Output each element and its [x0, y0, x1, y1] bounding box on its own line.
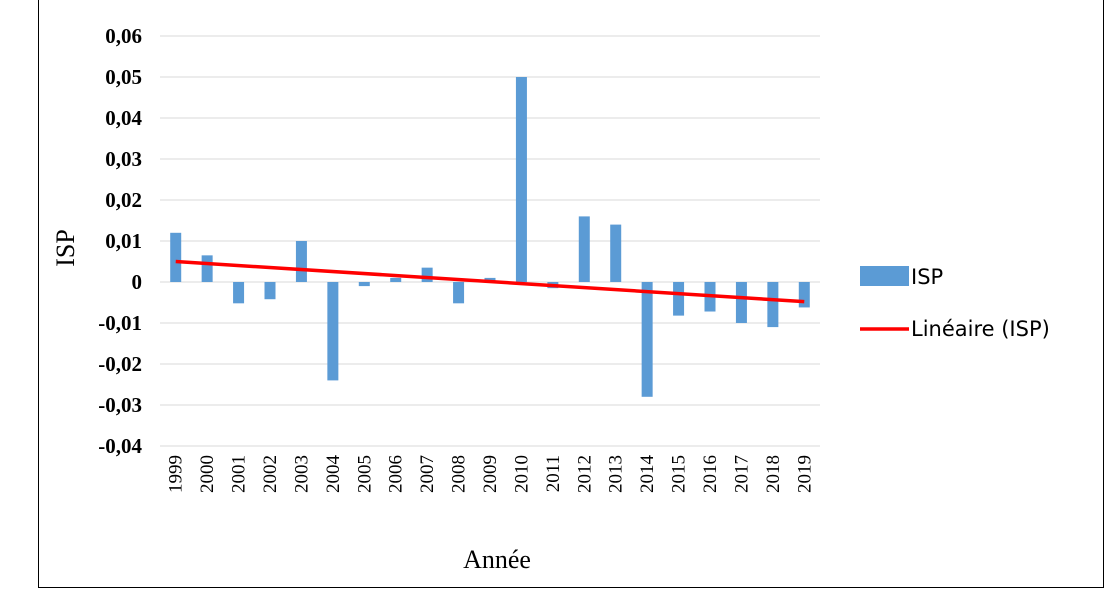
y-tick-label: 0,02: [105, 188, 142, 212]
x-tick-label: 2012: [574, 455, 595, 493]
y-tick-label: 0,04: [105, 106, 142, 130]
y-tick-label: -0,02: [98, 352, 142, 376]
y-tick-label: 0,05: [105, 65, 142, 89]
bar-2001: [233, 282, 245, 304]
y-tick-label: -0,04: [98, 434, 142, 458]
x-tick-label: 2011: [543, 455, 564, 492]
x-tick-label: 2010: [511, 455, 532, 493]
x-axis-title: Année: [463, 545, 531, 574]
bar-2005: [358, 282, 370, 287]
bar-2015: [673, 282, 685, 316]
legend-label-trend: Linéaire (ISP): [911, 317, 1050, 341]
y-tick-label: 0,01: [105, 229, 142, 253]
bar-2013: [610, 224, 622, 282]
bar-2002: [264, 282, 276, 300]
x-tick-label: 2006: [386, 455, 407, 493]
legend-label-isp: ISP: [911, 265, 943, 289]
x-tick-label: 2005: [354, 455, 375, 493]
bar-2017: [735, 282, 747, 323]
x-tick-label: 2019: [794, 455, 815, 493]
x-tick-label: 2017: [731, 455, 752, 493]
bar-2008: [453, 282, 465, 304]
y-tick-label: -0,01: [98, 311, 142, 335]
x-tick-label: 2004: [323, 455, 344, 494]
trendline-group: [175, 259, 805, 304]
legend-swatch-isp: [860, 266, 909, 286]
bar-1999: [170, 232, 182, 282]
x-tick-label: 2009: [480, 455, 501, 493]
bar-2006: [390, 277, 402, 282]
y-tick-label: 0,03: [105, 147, 142, 171]
y-tick-label: -0,03: [98, 393, 142, 417]
x-tick-label: 2013: [606, 455, 627, 493]
bar-2014: [641, 282, 653, 397]
x-tick-label: 2018: [763, 455, 784, 493]
x-tick-label: 2007: [417, 455, 438, 493]
legend: ISP Linéaire (ISP): [860, 265, 1050, 341]
bar-2010: [515, 77, 527, 282]
y-axis-title: ISP: [51, 229, 80, 267]
chart-frame: [38, 0, 1104, 588]
x-tick-label: 2002: [260, 455, 281, 493]
bar-2000: [201, 255, 213, 282]
bar-2012: [578, 216, 590, 282]
x-tick-label: 2008: [449, 455, 470, 493]
x-tick-label: 2001: [229, 455, 250, 493]
bar-2007: [421, 267, 433, 282]
bar-2019: [798, 282, 810, 308]
bars: [170, 77, 810, 397]
y-tick-label: 0,06: [105, 24, 142, 48]
x-tick-label: 1999: [166, 455, 187, 493]
x-tick-label: 2016: [700, 455, 721, 493]
bar-2018: [767, 282, 779, 328]
y-tick-label: 0: [132, 270, 143, 294]
y-tick-labels: 0,06 0,05 0,04 0,03 0,02 0,01 0 -0,01 -0,02 -0,03…: [98, 24, 142, 458]
bar-2003: [295, 241, 307, 282]
x-tick-label: 2000: [197, 455, 218, 493]
x-tick-label: 2003: [291, 455, 312, 493]
x-tick-label: 2015: [669, 455, 690, 493]
trendline: [175, 259, 805, 304]
gridlines: [160, 35, 820, 447]
x-tick-labels: 1999 2000 2001 2002 2003 2004 2005 2006 2007 2008…: [166, 455, 816, 494]
bar-2004: [327, 282, 339, 381]
x-tick-label: 2014: [637, 455, 658, 494]
